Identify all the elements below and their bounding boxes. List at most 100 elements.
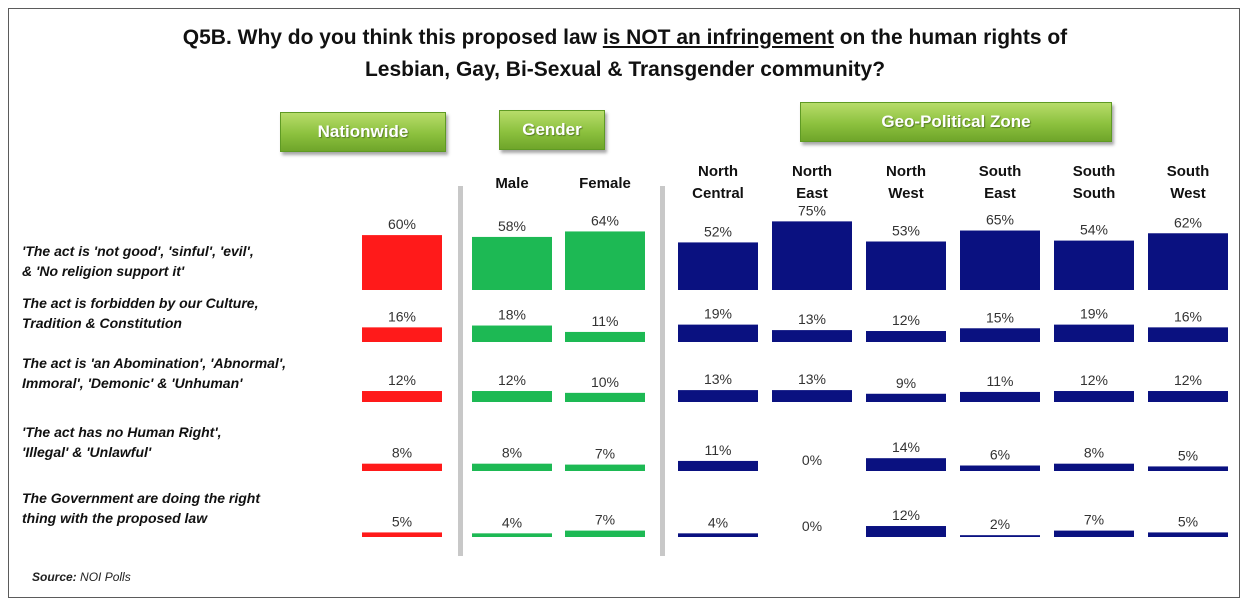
data-label-north-central-row-5: 4% [708,514,728,530]
bar-south-east-row-2 [960,328,1040,342]
column-header-south-south: South [1073,163,1116,180]
bar-south-east-row-4 [960,465,1040,471]
data-label-female-row-4: 7% [595,446,615,462]
data-label-male-row-1: 58% [498,218,526,234]
data-label-north-east-row-1: 75% [798,202,826,218]
bar-south-south-row-2 [1054,324,1134,342]
column-header-north-west: West [888,185,924,202]
bar-male-row-1 [472,236,552,290]
gender-group-label: Gender [522,120,582,139]
column-header-male: Male [495,175,528,192]
data-label-nationwide-row-1: 60% [388,216,416,232]
data-label-north-east-row-5: 0% [802,518,822,534]
source-label: Source: [32,570,77,584]
bar-south-east-row-5 [960,535,1040,537]
data-label-south-west-row-1: 62% [1174,214,1202,230]
data-label-female-row-3: 10% [591,374,619,390]
column-header-south-west: South [1167,163,1210,180]
row-label-4: 'Illegal' & 'Unlawful' [22,444,152,460]
bar-north-west-row-2 [866,331,946,342]
data-label-north-east-row-3: 13% [798,371,826,387]
bar-male-row-3 [472,391,552,402]
data-label-south-east-row-3: 11% [987,373,1014,389]
geo-political-zone-group-button: Geo-Political Zone [800,102,1112,142]
data-label-north-west-row-4: 14% [892,439,920,455]
data-label-nationwide-row-5: 5% [392,513,412,529]
bar-south-west-row-1 [1148,233,1228,290]
bar-south-south-row-4 [1054,463,1134,471]
bar-nationwide-row-3 [362,391,442,402]
data-label-north-east-row-2: 13% [798,311,826,327]
source-note: Source: NOI Polls [32,570,131,584]
bar-north-central-row-3 [678,390,758,402]
data-label-north-central-row-3: 13% [704,371,732,387]
data-label-south-south-row-3: 12% [1080,372,1108,388]
nationwide-group-label: Nationwide [317,122,409,141]
row-label-1: 'The act is 'not good', 'sinful', 'evil'… [22,243,254,259]
data-label-north-west-row-1: 53% [892,223,920,239]
bar-south-east-row-3 [960,391,1040,402]
data-label-north-east-row-4: 0% [802,452,822,468]
bar-north-east-row-2 [772,330,852,342]
bar-north-east-row-3 [772,390,852,402]
bar-nationwide-row-1 [362,235,442,290]
nationwide-group-button: Nationwide [280,112,446,152]
data-label-female-row-2: 11% [592,313,619,329]
data-label-south-east-row-5: 2% [990,516,1010,532]
row-label-3: The act is 'an Abomination', 'Abnormal', [22,355,286,371]
bar-north-west-row-3 [866,393,946,402]
bar-south-south-row-3 [1054,391,1134,402]
column-header-north-central: Central [692,185,744,202]
column-header-south-west: West [1170,185,1206,202]
data-label-male-row-3: 12% [498,372,526,388]
row-label-1: & 'No religion support it' [22,263,185,279]
geo-political-zone-group-label: Geo-Political Zone [881,112,1031,131]
title-suffix: on the human rights of [833,26,1068,49]
data-label-south-east-row-2: 15% [986,309,1014,325]
bar-north-west-row-4 [866,458,946,471]
bar-north-central-row-4 [678,460,758,471]
bar-female-row-5 [565,530,645,537]
column-header-south-south: South [1073,185,1116,202]
data-label-north-west-row-3: 9% [896,375,916,391]
data-label-nationwide-row-2: 16% [388,308,416,324]
bar-female-row-1 [565,231,645,290]
data-label-female-row-1: 64% [591,212,619,228]
data-label-north-central-row-4: 11% [705,442,732,458]
data-label-north-west-row-2: 12% [892,312,920,328]
bar-south-west-row-5 [1148,532,1228,537]
bar-female-row-4 [565,464,645,471]
column-header-north-central: North [698,163,738,180]
title-underlined: is NOT an infringement [602,26,834,49]
row-label-2: The act is forbidden by our Culture, [22,295,258,311]
data-label-south-south-row-1: 54% [1080,222,1108,238]
bar-male-row-4 [472,463,552,471]
data-label-male-row-2: 18% [498,307,526,323]
row-label-4: 'The act has no Human Right', [22,424,222,440]
bar-south-south-row-5 [1054,530,1134,537]
gender-group-button: Gender [499,110,605,150]
bar-south-south-row-1 [1054,240,1134,290]
row-label-3: Immoral', 'Demonic' & 'Unhuman' [22,375,243,391]
group-divider-1 [458,186,463,556]
data-label-south-east-row-4: 6% [990,447,1010,463]
bar-south-west-row-3 [1148,391,1228,402]
group-divider-2 [660,186,665,556]
column-header-north-east: North [792,163,832,180]
data-label-nationwide-row-3: 12% [388,372,416,388]
bar-nationwide-row-2 [362,327,442,342]
row-label-5: thing with the proposed law [22,510,208,526]
data-label-male-row-5: 4% [502,514,522,530]
data-label-male-row-4: 8% [502,445,522,461]
data-label-south-south-row-4: 8% [1084,445,1104,461]
bar-south-west-row-2 [1148,327,1228,342]
column-header-south-east: South [979,163,1022,180]
column-header-south-east: East [984,185,1016,202]
data-label-south-east-row-1: 65% [986,212,1014,228]
title-line-2: Lesbian, Gay, Bi-Sexual & Transgender co… [364,58,886,81]
bar-south-west-row-4 [1148,466,1228,471]
chart-title: Q5B. Why do you think this proposed law … [0,22,1250,86]
bar-male-row-2 [472,325,552,342]
bar-north-east-row-1 [772,221,852,290]
bar-female-row-3 [565,392,645,402]
